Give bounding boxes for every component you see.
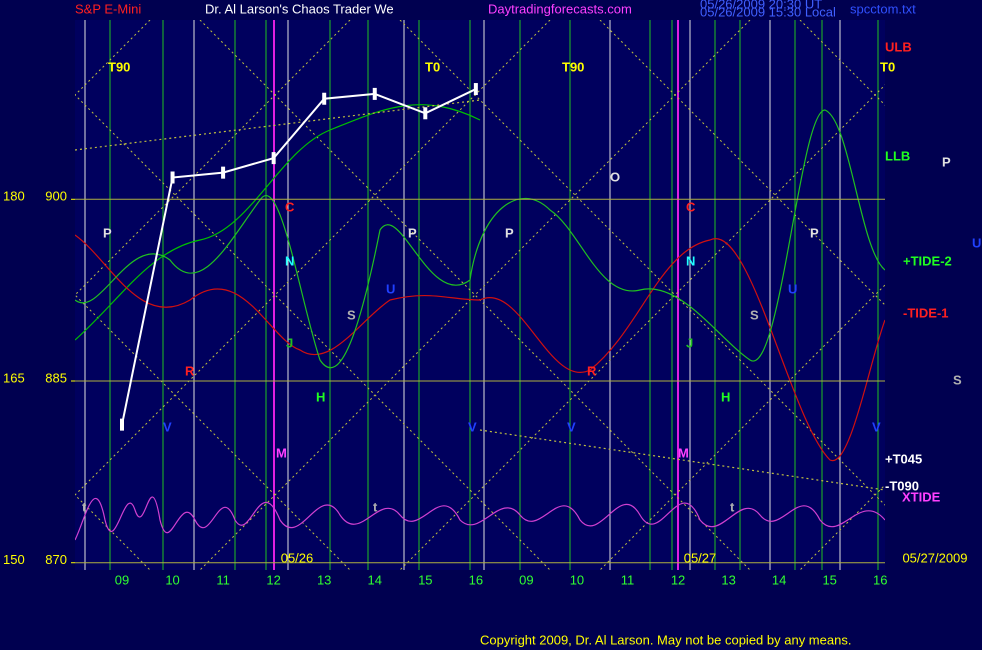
annotation: R (185, 363, 195, 378)
labels: S&P E-Mini Dr. Al Larson's Chaos Trader … (75, 0, 916, 647)
annotation: t (730, 499, 735, 514)
timestamp: 05/26/2009 20:30 UT (700, 0, 822, 11)
annotation: S (750, 307, 759, 322)
price-bar (473, 83, 478, 96)
annotation: P (103, 225, 112, 240)
x-tick-label: 11 (621, 572, 635, 587)
timestamp: 05/26/2009 15:30 Local (700, 4, 836, 19)
price-bar (322, 92, 327, 105)
plot-area (75, 20, 885, 570)
x-tick-label: 13 (721, 572, 735, 587)
x-tick-label: 10 (165, 572, 179, 587)
annotation: t (82, 499, 87, 514)
annotation: t (373, 499, 378, 514)
annotation: P (810, 225, 819, 240)
annotation: XTIDE (902, 489, 941, 504)
price-bar (271, 152, 276, 165)
x-tick-label: 15 (822, 572, 836, 587)
annotation: C (686, 199, 696, 214)
annotation: N (285, 253, 294, 268)
x-tick-label: 12 (266, 572, 280, 587)
annotation: J (686, 335, 693, 350)
y2-tick-label: 180 (3, 189, 25, 204)
annotation: ULB (885, 39, 912, 54)
y-tick-label: 870 (45, 552, 67, 567)
subtitle: Dr. Al Larson's Chaos Trader We (205, 1, 394, 16)
x-tick-label: 09 (519, 572, 533, 587)
annotation: U (788, 281, 797, 296)
chart-title: S&P E-Mini (75, 1, 141, 16)
day-label: 05/27 (684, 550, 717, 565)
price-bar (372, 87, 377, 100)
annotation: R (587, 363, 597, 378)
trend-line (479, 429, 885, 491)
annotation: O (610, 169, 620, 184)
price-bar (423, 107, 428, 120)
x-tick-label: 11 (216, 572, 230, 587)
day-label: 05/27/2009 (902, 550, 967, 565)
annotation: LLB (885, 148, 910, 163)
annotation: V (567, 419, 576, 434)
annotation: P (942, 154, 951, 169)
x-tick-label: 14 (772, 572, 786, 587)
annotation: C (285, 199, 295, 214)
x-tick-label: 16 (873, 572, 887, 587)
x-tick-label: 14 (368, 572, 382, 587)
annotation: V (163, 419, 172, 434)
curve (75, 234, 885, 461)
price-bar (170, 171, 175, 184)
annotation: +TIDE-2 (903, 253, 952, 268)
y2-tick-label: 165 (3, 370, 25, 385)
x-tick-label: 12 (671, 572, 685, 587)
curve (75, 104, 481, 341)
price-bar (221, 166, 226, 179)
annotation: N (686, 253, 695, 268)
x-tick-label: 16 (469, 572, 483, 587)
day-label: 05/26 (281, 550, 314, 565)
copyright: Copyright 2009, Dr. Al Larson. May not b… (480, 632, 851, 647)
annotation: T90 (562, 59, 584, 74)
annotation: P (408, 225, 417, 240)
annotation: S (953, 372, 962, 387)
annotation: H (721, 389, 730, 404)
x-tick-label: 09 (115, 572, 129, 587)
site: Daytradingforecasts.com (488, 1, 632, 16)
annotation: P (505, 225, 514, 240)
y-tick-label: 885 (45, 370, 67, 385)
annotation: T0 (425, 59, 440, 74)
curve (75, 109, 885, 369)
annotation: V (872, 419, 881, 434)
annotation: V (468, 419, 477, 434)
x-tick-label: 10 (570, 572, 584, 587)
annotation: +T045 (885, 451, 922, 466)
annotation: -T090 (885, 478, 919, 493)
annotation: U (972, 235, 981, 250)
annotation: -TIDE-1 (903, 305, 949, 320)
y-tick-label: 900 (45, 189, 67, 204)
price-line (121, 88, 477, 425)
annotation: H (316, 389, 325, 404)
annotation: M (678, 445, 689, 460)
annotation: J (286, 335, 293, 350)
decorations (75, 20, 885, 570)
annotation: T90 (108, 59, 130, 74)
y2-tick-label: 150 (3, 552, 25, 567)
annotation: U (386, 281, 395, 296)
annotation: M (276, 445, 287, 460)
x-tick-label: 15 (418, 572, 432, 587)
price-bar (120, 418, 124, 431)
annotation: T0 (880, 59, 895, 74)
xtide-curve (75, 496, 885, 541)
annotation: S (347, 307, 356, 322)
file-name: spcctom.txt (850, 1, 916, 16)
x-tick-label: 13 (317, 572, 331, 587)
